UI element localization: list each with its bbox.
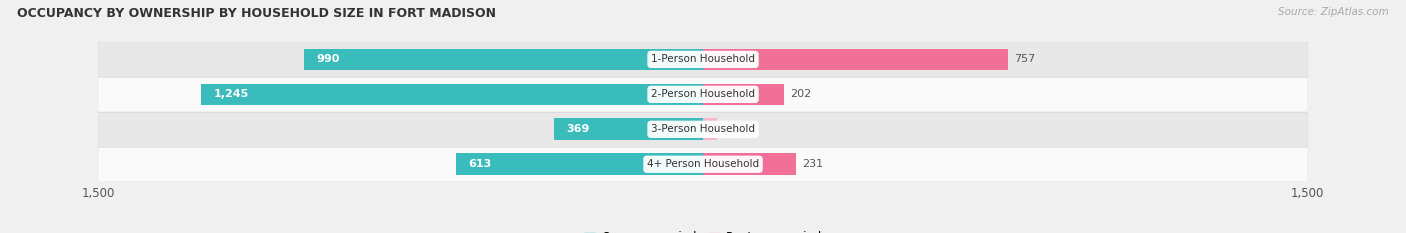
Text: 369: 369 bbox=[567, 124, 589, 134]
Bar bbox=[703, 154, 796, 175]
Bar bbox=[98, 112, 1308, 147]
Legend: Owner-occupied, Renter-occupied: Owner-occupied, Renter-occupied bbox=[579, 226, 827, 233]
Text: 231: 231 bbox=[803, 159, 824, 169]
Text: OCCUPANCY BY OWNERSHIP BY HOUSEHOLD SIZE IN FORT MADISON: OCCUPANCY BY OWNERSHIP BY HOUSEHOLD SIZE… bbox=[17, 7, 496, 20]
Text: 1-Person Household: 1-Person Household bbox=[651, 55, 755, 64]
Bar bbox=[554, 118, 703, 140]
Bar bbox=[201, 84, 703, 105]
Text: 1,245: 1,245 bbox=[214, 89, 249, 99]
Bar bbox=[98, 42, 1308, 77]
Bar bbox=[98, 77, 1308, 112]
Text: 613: 613 bbox=[468, 159, 491, 169]
Bar bbox=[98, 147, 1308, 182]
Text: 990: 990 bbox=[316, 55, 339, 64]
Text: 4+ Person Household: 4+ Person Household bbox=[647, 159, 759, 169]
Bar bbox=[703, 84, 785, 105]
Bar bbox=[703, 118, 717, 140]
Text: Source: ZipAtlas.com: Source: ZipAtlas.com bbox=[1278, 7, 1389, 17]
Text: 2-Person Household: 2-Person Household bbox=[651, 89, 755, 99]
Bar bbox=[703, 49, 1008, 70]
Bar bbox=[304, 49, 703, 70]
Text: 35: 35 bbox=[723, 124, 737, 134]
Text: 3-Person Household: 3-Person Household bbox=[651, 124, 755, 134]
Text: 757: 757 bbox=[1014, 55, 1035, 64]
Text: 202: 202 bbox=[790, 89, 811, 99]
Bar bbox=[456, 154, 703, 175]
